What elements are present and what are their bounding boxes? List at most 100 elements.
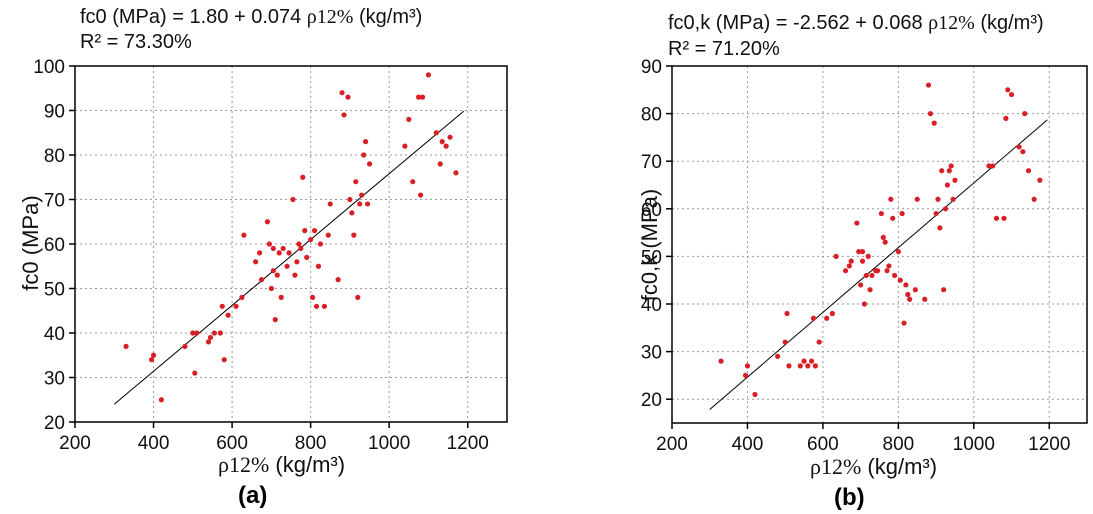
data-point [241,232,247,238]
data-point [816,339,822,345]
data-point [812,363,818,369]
data-point [782,339,788,345]
x-axis-variable: ρ12% [810,454,862,479]
data-point [942,206,949,212]
data-point [907,296,913,302]
data-point [808,358,815,364]
plot-frame [671,65,1088,424]
data-point [886,263,892,269]
data-point [833,253,839,259]
data-point [882,239,888,245]
data-point [225,312,231,318]
data-point [341,112,347,118]
data-point [846,263,852,269]
data-point [899,210,905,217]
grid-lines [671,65,1087,423]
data-point [859,249,866,255]
data-point [447,134,453,140]
data-point [310,294,316,300]
data-point [786,363,792,369]
data-point [158,397,164,403]
data-point [286,250,292,256]
y-tick-label: 20 [44,413,65,434]
data-point [419,94,426,100]
data-point [944,182,951,188]
x-axis-label-a: ρ12% (kg/m³) [218,452,345,478]
scatter-plot-b: 200 400 600 800 1000 1200 20 30 40 50 60 70 80 90 [641,57,1088,455]
y-tick-label: 100 [33,57,65,78]
data-point [148,357,155,363]
data-point [190,330,196,336]
equation-prefix: fc0 (MPa) = 1.80 + 0.074 [80,6,307,28]
regression-equation-b: fc0,k (MPa) = -2.562 + 0.068 ρ12% (kg/m³… [668,12,1044,35]
data-point [256,250,263,256]
data-point [878,210,884,217]
data-point [1022,111,1028,117]
chart-panel-b: 200 400 600 800 1000 1200 20 30 40 50 60 70 80 90 fc0… [546,0,1092,514]
data-point [993,215,1000,221]
data-point [270,245,276,252]
data-point [290,196,296,203]
data-point [205,339,212,345]
data-point [1003,115,1009,121]
data-point [284,263,290,269]
data-point [810,315,817,321]
data-point [867,287,873,293]
data-point [752,391,758,398]
figure-caption-b: (b) [834,484,865,511]
data-point [935,196,941,202]
data-point [292,272,298,278]
data-point [221,357,227,363]
data-point [861,301,868,307]
data-point [355,294,361,300]
data-point [182,343,188,349]
data-point [925,82,932,88]
x-axis-variable: ρ12% [218,452,270,477]
data-point [345,94,351,100]
y-tick-label: 50 [641,247,662,268]
x-tick-label: 1000 [368,433,410,454]
data-point [364,201,371,207]
data-point [315,263,322,269]
data-point [361,152,367,158]
data-point [1031,196,1037,202]
data-point [402,143,408,149]
data-point [948,163,954,169]
data-point [219,303,225,309]
data-point [437,161,443,167]
data-point [353,179,359,185]
data-point [150,352,157,358]
x-tick-label: 600 [216,433,248,454]
data-point [939,168,945,174]
x-axis-unit: (kg/m³) [269,452,346,477]
data-point [718,358,724,364]
data-point [453,170,459,176]
data-point [1001,215,1007,221]
data-point [742,372,749,378]
r-squared-b: R² = 71.20% [668,38,780,60]
regression-line [113,110,465,405]
data-point [313,303,320,309]
data-point [990,163,996,169]
data-point [294,259,300,265]
data-point [239,294,245,300]
x-tick-label: 1200 [447,433,489,454]
data-point [801,358,807,364]
data-point [805,363,811,369]
data-point [274,272,280,278]
y-axis-label-b: fc0,k (MPa) [637,188,662,302]
data-point [253,259,259,265]
data-point [264,219,271,225]
y-tick-label: 40 [44,324,65,345]
data-point [317,241,324,247]
data-point [327,201,333,207]
equation-unit: (kg/m³) [353,6,423,28]
data-point [258,277,265,283]
data-point [933,210,939,217]
y-tick-label: 50 [44,280,65,301]
data-point [211,330,218,336]
data-point [941,287,947,293]
data-point [903,282,909,288]
data-point [1037,177,1043,183]
equation-prefix: fc0,k (MPa) = -2.562 + 0.068 [668,12,929,34]
